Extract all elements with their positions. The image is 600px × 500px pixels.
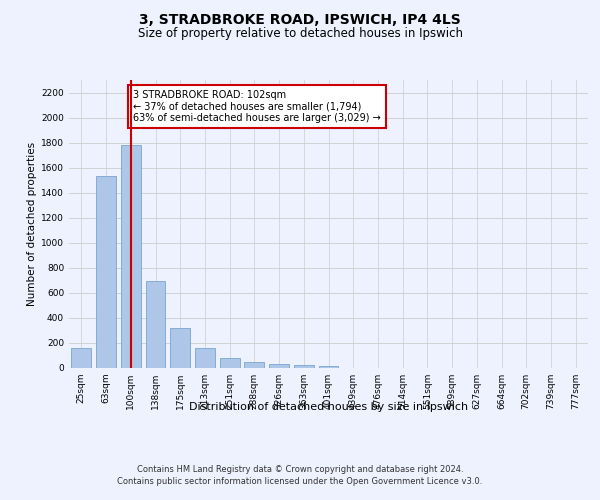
Bar xyxy=(319,366,338,368)
Bar xyxy=(269,364,289,368)
Bar xyxy=(96,176,116,368)
Bar xyxy=(294,365,314,368)
Text: Contains HM Land Registry data © Crown copyright and database right 2024.
Contai: Contains HM Land Registry data © Crown c… xyxy=(118,465,482,486)
Text: 3 STRADBROKE ROAD: 102sqm
← 37% of detached houses are smaller (1,794)
63% of se: 3 STRADBROKE ROAD: 102sqm ← 37% of detac… xyxy=(133,90,381,123)
Text: 3, STRADBROKE ROAD, IPSWICH, IP4 4LS: 3, STRADBROKE ROAD, IPSWICH, IP4 4LS xyxy=(139,12,461,26)
Bar xyxy=(71,348,91,368)
Bar xyxy=(195,348,215,368)
Bar xyxy=(121,145,140,368)
Text: Distribution of detached houses by size in Ipswich: Distribution of detached houses by size … xyxy=(189,402,469,412)
Bar xyxy=(220,358,239,368)
Y-axis label: Number of detached properties: Number of detached properties xyxy=(27,142,37,306)
Bar xyxy=(244,362,264,368)
Bar xyxy=(146,281,166,368)
Text: Size of property relative to detached houses in Ipswich: Size of property relative to detached ho… xyxy=(137,28,463,40)
Bar xyxy=(170,328,190,368)
